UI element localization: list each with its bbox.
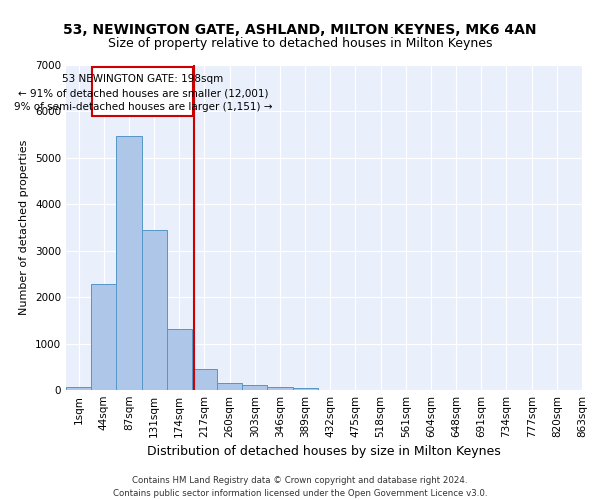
Text: 53 NEWINGTON GATE: 198sqm: 53 NEWINGTON GATE: 198sqm (62, 74, 224, 85)
Bar (217, 382, 242, 390)
Bar (242, 386, 268, 390)
Bar (268, 387, 293, 390)
Bar (92, 68, 193, 116)
Text: 53, NEWINGTON GATE, ASHLAND, MILTON KEYNES, MK6 4AN: 53, NEWINGTON GATE, ASHLAND, MILTON KEYN… (63, 22, 537, 36)
Bar (293, 388, 318, 390)
Text: Contains HM Land Registry data © Crown copyright and database right 2024.
Contai: Contains HM Land Registry data © Crown c… (113, 476, 487, 498)
Bar (91, 284, 116, 390)
Text: 9% of semi-detached houses are larger (1,151) →: 9% of semi-detached houses are larger (1… (14, 102, 272, 112)
Text: ← 91% of detached houses are smaller (12,001): ← 91% of detached houses are smaller (12… (17, 88, 268, 98)
Text: Size of property relative to detached houses in Milton Keynes: Size of property relative to detached ho… (108, 38, 492, 51)
Bar (66, 386, 91, 390)
Bar (192, 368, 217, 390)
Bar (116, 136, 142, 390)
Bar (142, 230, 167, 390)
Bar (167, 329, 192, 390)
X-axis label: Distribution of detached houses by size in Milton Keynes: Distribution of detached houses by size … (147, 446, 501, 458)
Y-axis label: Number of detached properties: Number of detached properties (19, 140, 29, 315)
